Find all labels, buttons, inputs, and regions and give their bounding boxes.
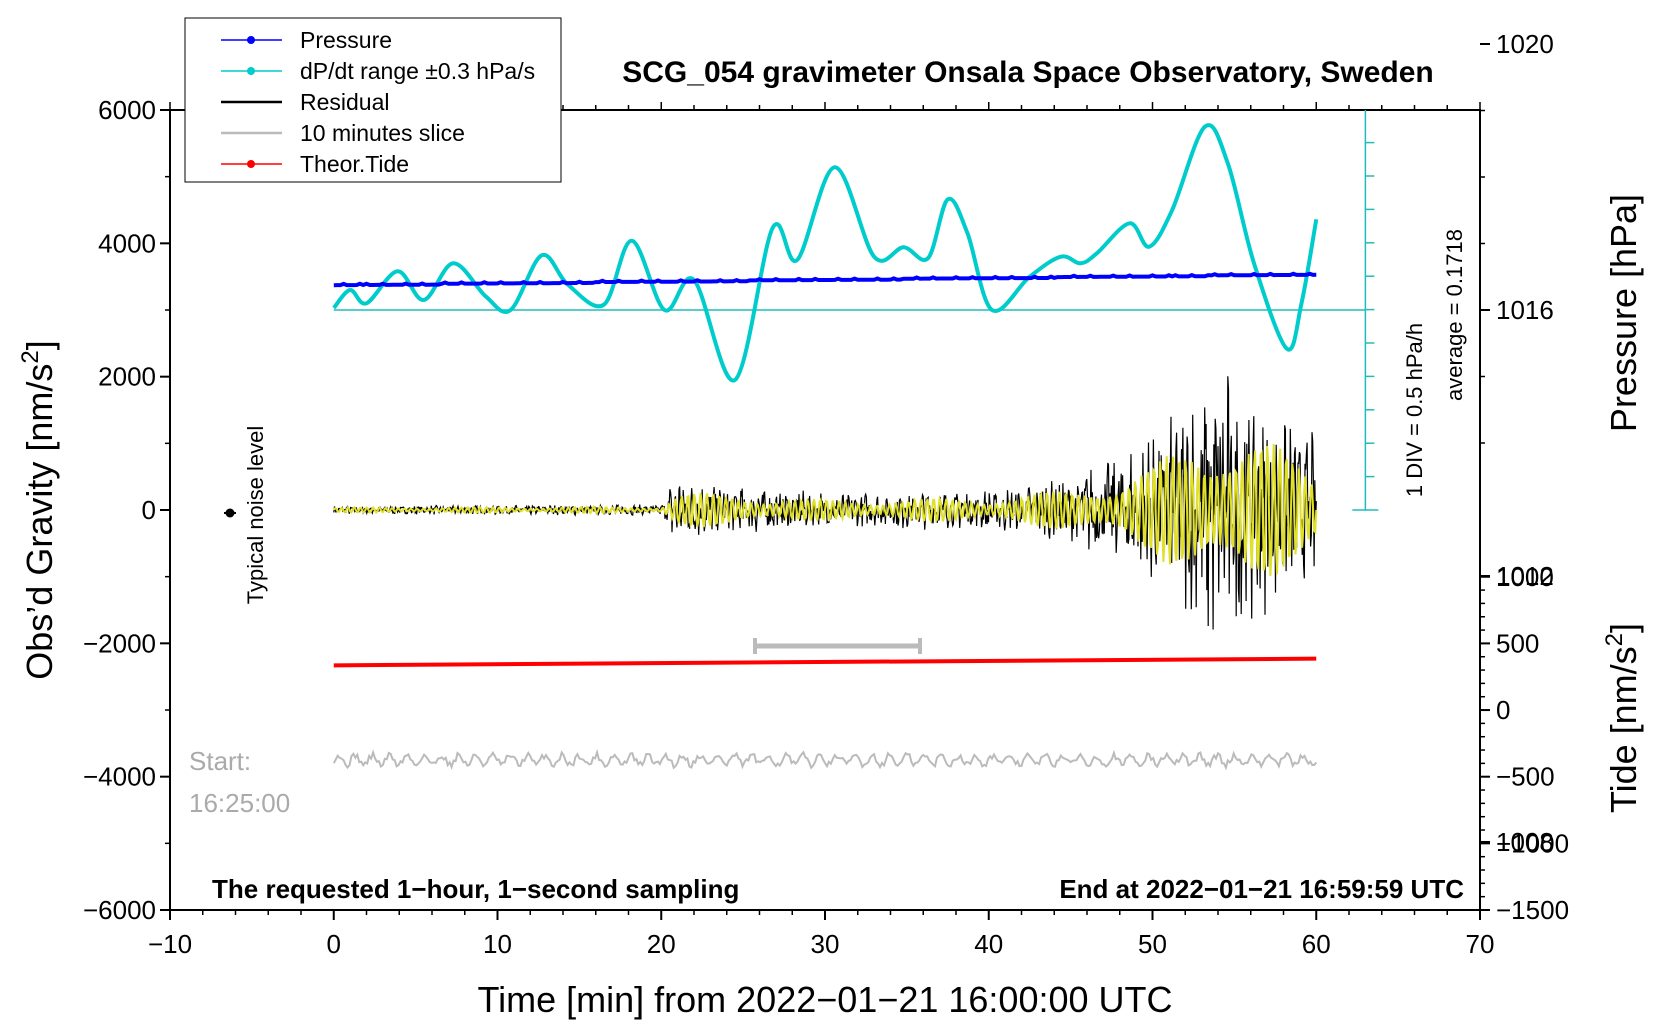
y-left-tick-label: 2000 [98,362,156,392]
y-left-tick-label: 6000 [98,95,156,125]
x-tick-label: 40 [974,929,1003,959]
y-pressure-tick-label: 1008 [1496,827,1554,857]
start-time: 16:25:00 [189,788,290,818]
x-tick-label: 50 [1138,929,1167,959]
series-dpdt [332,123,1319,383]
x-axis-label: Time [min] from 2022−01−21 16:00:00 UTC [477,979,1172,1020]
legend-label: Residual [300,89,390,115]
series-layer [332,123,1366,771]
ticks-layer: −10 0 10 20 30 40 50 60 706000400020000−2000−400… [83,29,1569,959]
series-theor-tide [333,656,1317,668]
footer-right: End at 2022−01−21 16:59:59 UTC [1059,874,1464,904]
chart-title: SCG_054 gravimeter Onsala Space Observat… [622,56,1434,89]
legend-label: Theor.Tide [300,151,409,177]
start-label: Start: [189,746,251,776]
x-tick-label: 30 [811,929,840,959]
y-tide-tick-label: 0 [1496,695,1510,725]
y-left-tick-label: 4000 [98,228,156,258]
legend-marker [247,160,255,168]
y-pressure-tick-label: 1012 [1496,561,1554,591]
y-tide-tick-label: −1500 [1496,895,1569,925]
y-left-tick-label: −4000 [83,762,156,792]
x-tick-label: 70 [1466,929,1495,959]
noise-marker [225,508,235,518]
series-10min-slice [332,748,1318,771]
x-tick-label: 0 [327,929,341,959]
dpdt-scale-label: 1 DIV = 0.5 hPa/h [1402,323,1427,497]
series-residual-filtered [332,443,1318,576]
x-tick-label: 60 [1302,929,1331,959]
y-left-tick-label: −2000 [83,628,156,658]
legend-label: 10 minutes slice [300,120,465,146]
y-left-tick-label: −6000 [83,895,156,925]
dpdt-average-label: average = 0.1718 [1442,229,1467,401]
legend-marker [247,36,255,44]
y-tide-tick-label: 500 [1496,628,1539,658]
legend-marker [247,67,255,75]
noise-label: Typical noise level [243,426,268,605]
legend-label: Pressure [300,27,392,53]
y-pressure-tick-label: 1020 [1496,29,1554,59]
dpdt-scale [1352,110,1379,511]
x-tick-label: −10 [148,929,192,959]
y-left-tick-label: 0 [142,495,156,525]
y-axis-pressure-label: Pressure [hPa] [1603,194,1644,432]
slice-indicator [753,638,922,654]
y-axis-tide-label: Tide [nm/s2] [1601,623,1644,813]
y-tide-tick-label: −500 [1496,762,1555,792]
legend-box [184,17,562,183]
y-axis-left-label: Obs’d Gravity [nm/s2] [17,340,60,679]
legend: Pressure dP/dt range ±0.3 hPa/s Residual 10… [184,17,562,183]
y-pressure-tick-label: 1016 [1496,295,1554,325]
y-tide-tick-label: 1000 [1496,562,1554,592]
legend-label: dP/dt range ±0.3 hPa/s [300,58,535,84]
y-tide-tick-label: −1000 [1496,828,1569,858]
x-tick-label: 20 [647,929,676,959]
x-tick-label: 10 [483,929,512,959]
series-pressure [333,271,1317,288]
footer-left: The requested 1−hour, 1−second sampling [212,874,739,904]
